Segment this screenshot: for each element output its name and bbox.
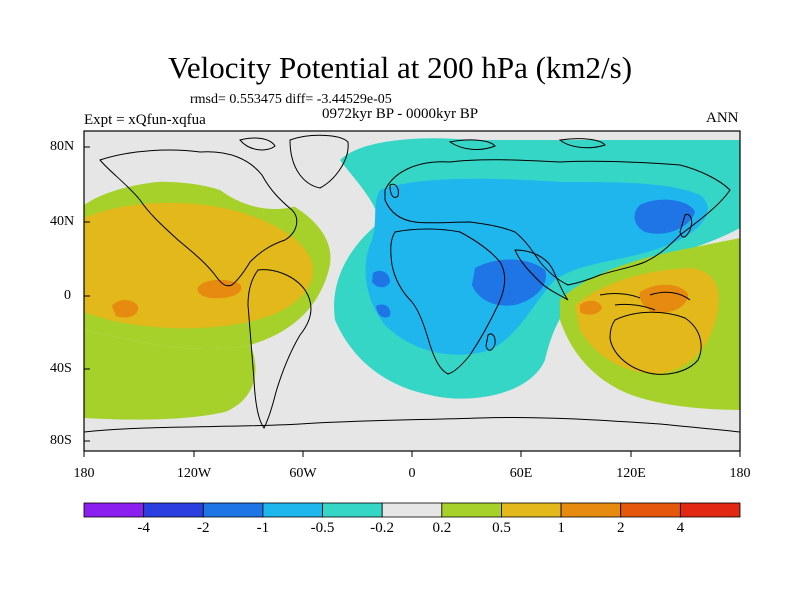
colorbar-swatch xyxy=(501,502,562,518)
x-tick-label: 60W xyxy=(289,466,317,481)
field-positive-west-strong xyxy=(197,279,242,299)
colorbar-swatch xyxy=(262,502,323,518)
experiment-label: Expt = xQfun-xqfua xyxy=(84,112,206,128)
colorbar-swatch xyxy=(202,502,264,518)
axis-ticks xyxy=(83,146,741,457)
colorbar-swatch xyxy=(143,502,204,518)
field-positive-west-mid xyxy=(84,202,314,329)
y-tick-label: 40N xyxy=(50,214,75,229)
colorbar xyxy=(83,502,741,518)
field-negative-strong xyxy=(472,259,546,306)
colorbar-swatch xyxy=(322,502,383,518)
field-positive-west-strong-2 xyxy=(112,300,139,318)
colorbar-label: -0.2 xyxy=(370,520,395,536)
x-tick-label: 120W xyxy=(176,466,212,481)
colorbar-label: -0.5 xyxy=(310,520,335,536)
colorbar-swatch xyxy=(560,502,622,518)
colorbar-swatch xyxy=(679,502,741,518)
colorbar-swatch xyxy=(620,502,681,518)
field-positive-east-strong xyxy=(639,284,688,313)
colorbar-label: 4 xyxy=(676,520,685,536)
colorbar-swatch xyxy=(381,502,443,518)
field-negative-strong-2 xyxy=(634,199,695,234)
y-tick-label: 40S xyxy=(50,361,72,376)
colorbar-label: -4 xyxy=(137,520,150,536)
colorbar-label: -2 xyxy=(197,520,210,536)
x-tick-label: 0 xyxy=(408,466,416,481)
y-tick-label: 80N xyxy=(50,139,75,154)
field-positive-east-strong-2 xyxy=(580,300,602,315)
y-tick-label: 80S xyxy=(50,433,72,448)
colorbar-label: 0.5 xyxy=(492,520,511,536)
colorbar-swatch xyxy=(83,502,145,518)
field-negative-strong-4 xyxy=(376,304,391,318)
y-tick-label: 0 xyxy=(64,288,71,303)
x-tick-label: 180 xyxy=(729,466,751,481)
plot-title: Velocity Potential at 200 hPa (km2/s) xyxy=(167,50,633,85)
colorbar-label: 0.2 xyxy=(432,520,452,536)
colorbar-label: 2 xyxy=(616,520,625,536)
contour-fields xyxy=(84,131,740,451)
field-negative-strong-3 xyxy=(372,270,390,288)
colorbar-label: -1 xyxy=(256,520,270,536)
season-label: ANN xyxy=(706,110,739,126)
x-tick-label: 120E xyxy=(616,466,646,481)
stats-text: rmsd= 0.553475 diff= -3.44529e-05 xyxy=(190,92,392,107)
x-tick-label: 60E xyxy=(509,466,533,481)
period-label: 0972kyr BP - 0000kyr BP xyxy=(322,106,479,122)
coastlines xyxy=(84,134,740,433)
field-positive-southwest xyxy=(84,330,256,420)
colorbar-swatch xyxy=(441,502,502,518)
x-tick-label: 180 xyxy=(73,466,95,481)
colorbar-label: 1 xyxy=(557,520,565,536)
